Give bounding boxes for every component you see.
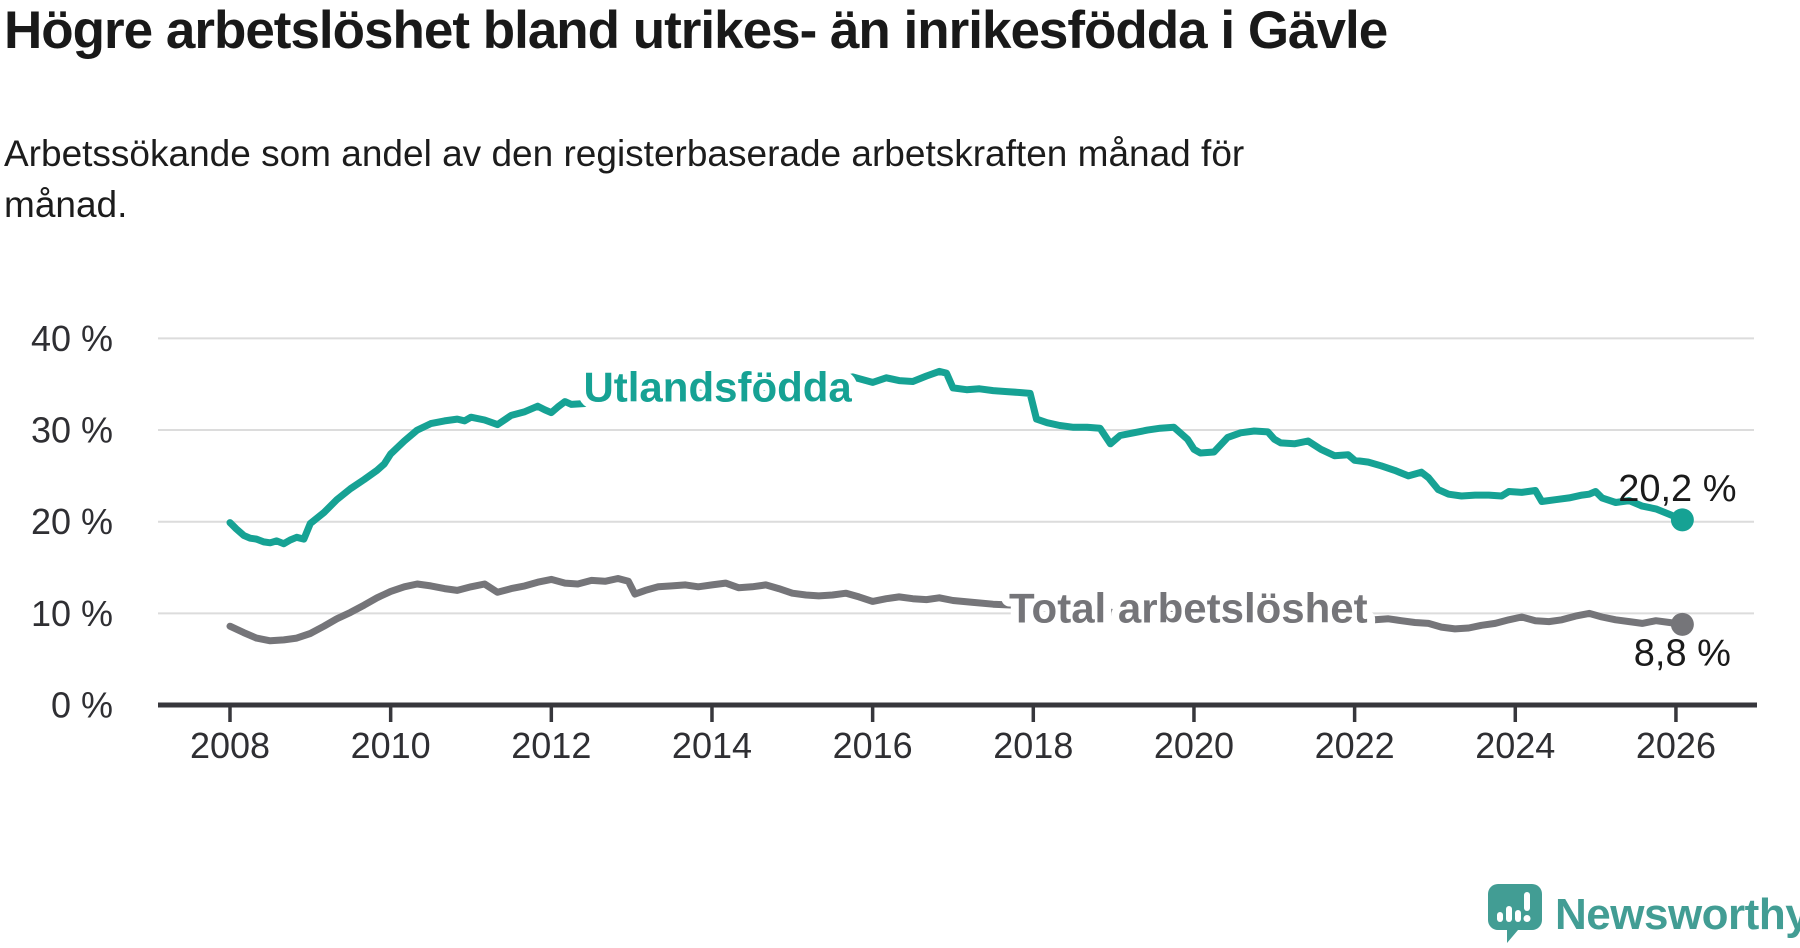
page-title: Högre arbetslöshet bland utrikes- än inr… xyxy=(4,1,1388,60)
brand-footer: Newsworthy xyxy=(1488,884,1800,946)
x-tick-label: 2018 xyxy=(993,725,1073,766)
x-tick-label: 2022 xyxy=(1315,725,1395,766)
y-tick-label: 20 % xyxy=(31,501,113,542)
series-end-dot xyxy=(1670,612,1694,636)
logo-exclamation-dot xyxy=(1523,915,1531,922)
y-tick-label: 0 % xyxy=(51,685,113,726)
series-value-label: 8,8 % xyxy=(1634,632,1731,674)
line-chart: 0 % 10 % 20 % 30 % 40 % 2008 2010 2012 2014 2016 2… xyxy=(31,318,1757,766)
brand-name: Newsworthy xyxy=(1555,890,1800,939)
series-end-dot xyxy=(1670,508,1694,532)
y-tick-label: 40 % xyxy=(31,318,113,359)
series-line-total xyxy=(226,575,1686,645)
newsworthy-logo-icon xyxy=(1488,884,1542,943)
axis-group: 0 % 10 % 20 % 30 % 40 % 2008 2010 2012 2014 2016 2… xyxy=(31,318,1757,766)
x-tick-label: 2016 xyxy=(833,725,913,766)
series-label-total: Total arbetslöshet xyxy=(1009,584,1368,631)
x-tick-label: 2014 xyxy=(672,725,752,766)
x-tick-label: 2020 xyxy=(1154,725,1234,766)
chart-subtitle: Arbetssökande som andel av den registerb… xyxy=(4,133,1245,226)
annotations-group: Utlandsfödda Total arbetslöshet 20,2 % 8,8 … xyxy=(575,355,1736,674)
x-tick-label: 2008 xyxy=(190,725,270,766)
logo-bar-2 xyxy=(1506,906,1512,922)
y-tick-label: 30 % xyxy=(31,410,113,451)
x-tick-label: 2010 xyxy=(351,725,431,766)
gridlines-group xyxy=(158,337,1754,615)
y-tick-label: 10 % xyxy=(31,593,113,634)
logo-bar-1 xyxy=(1497,912,1503,922)
series-line-utlandsfodda xyxy=(226,367,1686,548)
series-value-label: 20,2 % xyxy=(1618,468,1736,510)
logo-bar-3 xyxy=(1515,910,1521,922)
series-label-utlandsfodda: Utlandsfödda xyxy=(583,363,852,410)
logo-exclamation-bar xyxy=(1524,892,1530,911)
x-tick-label: 2012 xyxy=(511,725,591,766)
x-tick-label: 2026 xyxy=(1636,725,1716,766)
series-group xyxy=(226,367,1686,645)
x-tick-label: 2024 xyxy=(1475,725,1555,766)
